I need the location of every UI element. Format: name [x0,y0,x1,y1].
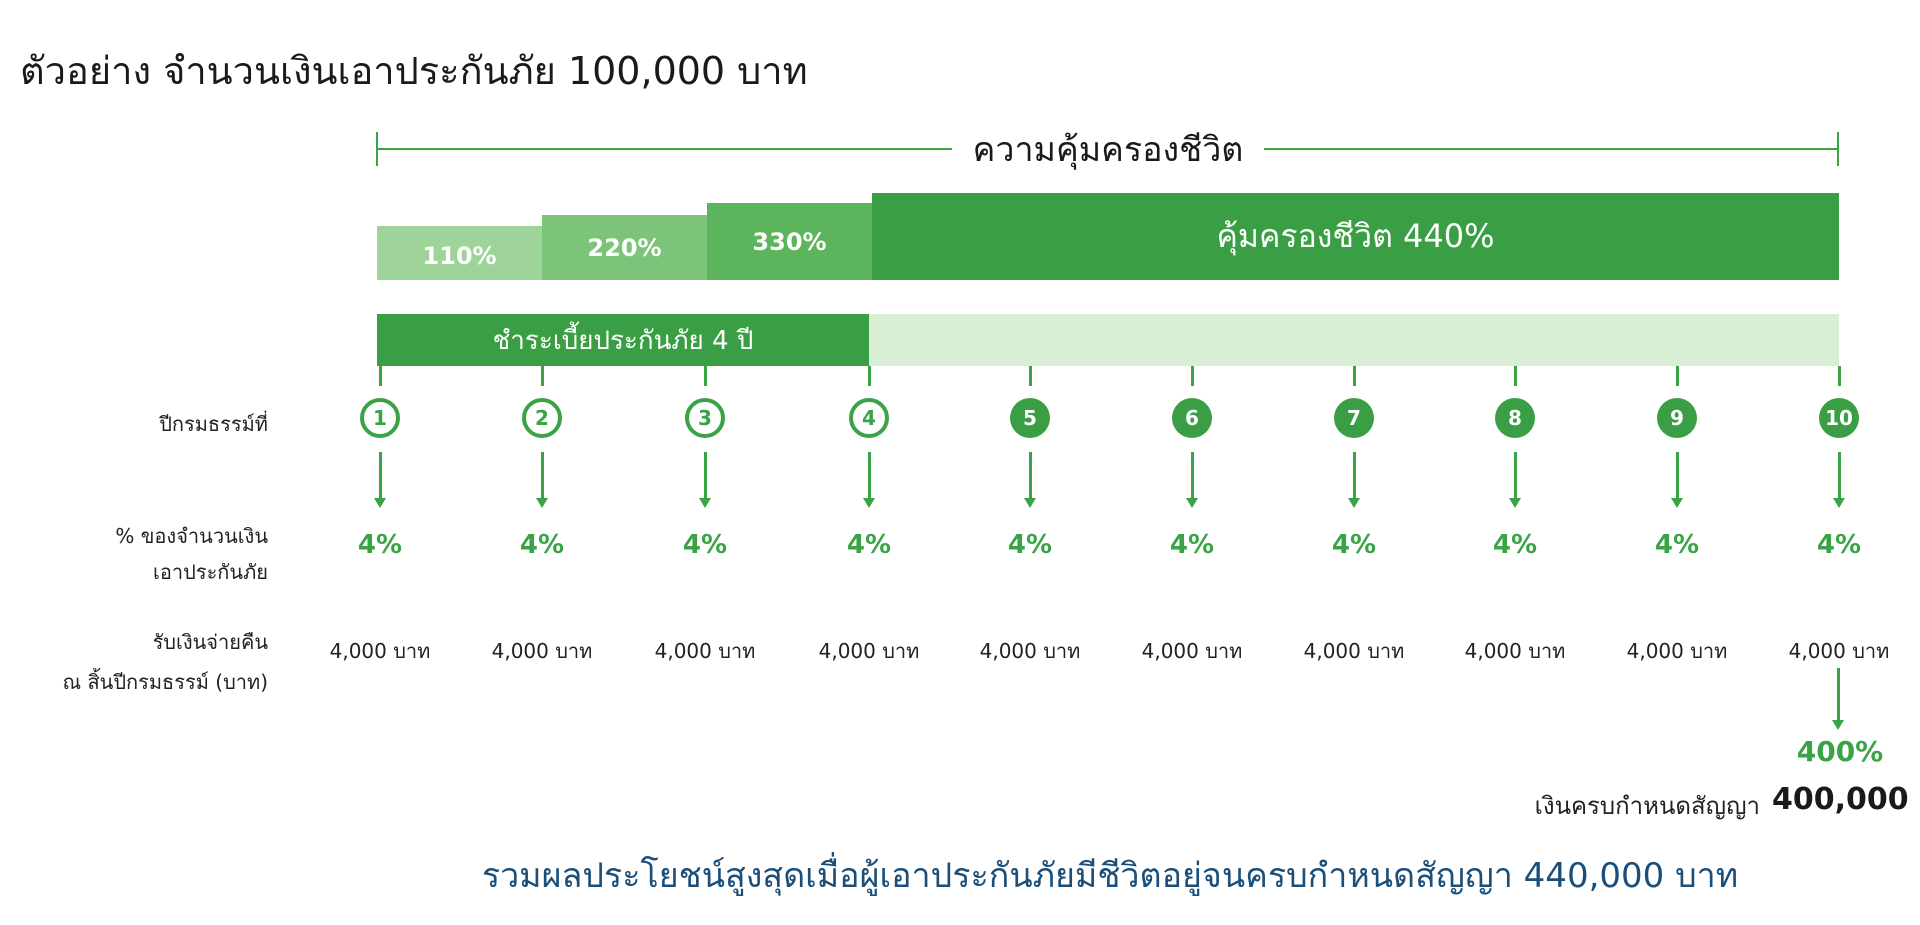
year-arrow-stem [1838,452,1841,500]
year-circle: 3 [685,398,725,438]
year-refund-amount: 4,000 บาท [654,639,756,663]
coverage-label: ความคุ้มครองชีวิต [952,122,1264,176]
tier-330: 330% [707,203,872,280]
year-connector [1191,366,1194,386]
maturity-arrow-stem [1837,668,1840,723]
year-connector [868,366,871,386]
year-arrow-head [863,498,875,508]
page-title: ตัวอย่าง จำนวนเงินเอาประกันภัย 100,000 บ… [20,49,808,93]
tier-220: 220% [542,215,707,280]
year-circle: 2 [522,398,562,438]
year-percent: 4% [682,530,728,560]
year-percent: 4% [846,530,892,560]
year-refund-amount: 4,000 บาท [1626,639,1728,663]
row-label-percent: % ของจำนวนเงิน เอาประกันภัย [115,518,268,590]
row-label-refund: รับเงินจ่ายคืน ณ สิ้นปีกรมธรรม์ (บาท) [63,622,268,702]
year-arrow-stem [868,452,871,500]
year-circle: 6 [1172,398,1212,438]
year-arrow-head [536,498,548,508]
row-label-refund-line2: ณ สิ้นปีกรมธรรม์ (บาท) [62,670,268,694]
year-percent: 4% [1654,530,1700,560]
year-arrow-head [1348,498,1360,508]
year-circle: 1 [360,398,400,438]
year-arrow-stem [1514,452,1517,500]
year-circle: 9 [1657,398,1697,438]
year-arrow-stem [1191,452,1194,500]
row-label-refund-line1: รับเงินจ่ายคืน [152,630,268,654]
year-connector [1029,366,1032,386]
year-percent: 4% [1492,530,1538,560]
tier-110: 110% [377,226,542,280]
year-refund-amount: 4,000 บาท [979,639,1081,663]
year-percent: 4% [357,530,403,560]
year-refund-amount: 4,000 บาท [1464,639,1566,663]
year-connector [704,366,707,386]
row-label-year: ปีกรมธรรม์ที่ [159,412,268,436]
year-refund-amount: 4,000 บาท [1141,639,1243,663]
year-percent: 4% [1169,530,1215,560]
year-refund-amount: 4,000 บาท [329,639,431,663]
year-percent: 4% [1007,530,1053,560]
year-connector [1514,366,1517,386]
year-arrow-head [1671,498,1683,508]
year-circle: 7 [1334,398,1374,438]
tier-440: คุ้มครองชีวิต 440% [872,193,1839,280]
year-refund-amount: 4,000 บาท [1303,639,1405,663]
summary-text: รวมผลประโยชน์สูงสุดเมื่อผู้เอาประกันภัยม… [481,856,1739,896]
year-percent: 4% [1331,530,1377,560]
year-percent: 4% [519,530,565,560]
year-arrow-head [1509,498,1521,508]
year-refund-amount: 4,000 บาท [1788,639,1890,663]
row-label-percent-line1: % ของจำนวนเงิน [115,524,268,548]
year-refund-amount: 4,000 บาท [818,639,920,663]
year-circle: 10 [1819,398,1859,438]
year-connector [1838,366,1841,386]
year-arrow-head [699,498,711,508]
maturity-arrow-head [1832,720,1844,730]
year-arrow-stem [1353,452,1356,500]
coverage-left-tick [376,132,378,166]
year-circle: 5 [1010,398,1050,438]
maturity-percent: 400% [1796,735,1884,768]
year-connector [541,366,544,386]
year-connector [1676,366,1679,386]
year-arrow-stem [1029,452,1032,500]
year-percent: 4% [1816,530,1862,560]
year-connector [1353,366,1356,386]
year-arrow-stem [704,452,707,500]
coverage-right-tick [1837,132,1839,166]
year-arrow-head [1024,498,1036,508]
maturity-label: เงินครบกำหนดสัญญา [1534,792,1760,820]
year-arrow-head [1833,498,1845,508]
year-arrow-head [374,498,386,508]
year-connector [379,366,382,386]
payment-bar: ชำระเบี้ยประกันภัย 4 ปี [377,314,869,366]
year-refund-amount: 4,000 บาท [491,639,593,663]
year-circle: 8 [1495,398,1535,438]
year-arrow-stem [541,452,544,500]
year-circle: 4 [849,398,889,438]
year-arrow-stem [379,452,382,500]
row-label-percent-line2: เอาประกันภัย [153,560,268,584]
year-arrow-stem [1676,452,1679,500]
maturity-value: 400,000 [1772,782,1909,817]
year-arrow-head [1186,498,1198,508]
